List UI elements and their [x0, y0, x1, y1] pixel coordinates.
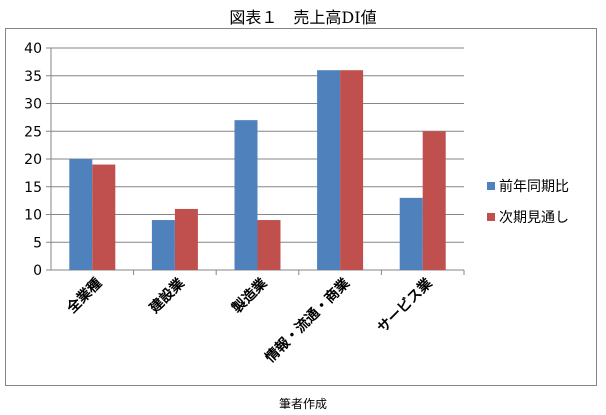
bar-series2	[92, 164, 116, 270]
y-tick-labels: 0 5 10 15 20 25 30 35 40	[24, 41, 42, 279]
y-tick-label: 5	[33, 235, 42, 251]
x-tick-label: サービス業	[374, 274, 436, 336]
legend-label: 前年同期比	[499, 178, 569, 195]
y-tick-label: 40	[24, 41, 42, 57]
bar-series2	[257, 220, 281, 270]
x-tick-label: 全業種	[63, 275, 105, 317]
legend-swatch	[487, 213, 495, 221]
x-tick-label: 建設業	[146, 274, 188, 316]
y-tick-label: 25	[24, 124, 42, 140]
y-tick-label: 35	[24, 69, 42, 85]
bar-series1	[399, 197, 423, 270]
x-tick-label: 情報・流通・商業	[262, 274, 354, 366]
figure-title: 図表１ 売上高DI値	[229, 8, 377, 27]
legend-label: 次期見通し	[499, 210, 569, 226]
source-note: 筆者作成	[278, 397, 327, 411]
legend-swatch	[487, 182, 495, 190]
chart-frame: 0 5 10 15 20 25 30 35 40 全業種 建設業 製造業 情報・流通・商業 サービス業 …	[5, 28, 597, 386]
y-tick-label: 20	[24, 152, 42, 168]
bar-series2	[422, 131, 446, 270]
y-tick-label: 30	[24, 97, 42, 113]
bar-series1	[151, 220, 175, 270]
bar-series2	[174, 208, 198, 270]
bar-series1	[317, 70, 341, 270]
bars	[69, 70, 446, 271]
axes	[46, 47, 465, 275]
x-tick-label: 製造業	[228, 274, 271, 317]
bar-series2	[340, 70, 364, 270]
y-tick-label: 10	[24, 208, 42, 224]
bar-series1	[234, 120, 258, 271]
y-tick-label: 0	[33, 263, 42, 279]
bar-series1	[69, 159, 93, 270]
y-tick-label: 15	[24, 180, 42, 196]
